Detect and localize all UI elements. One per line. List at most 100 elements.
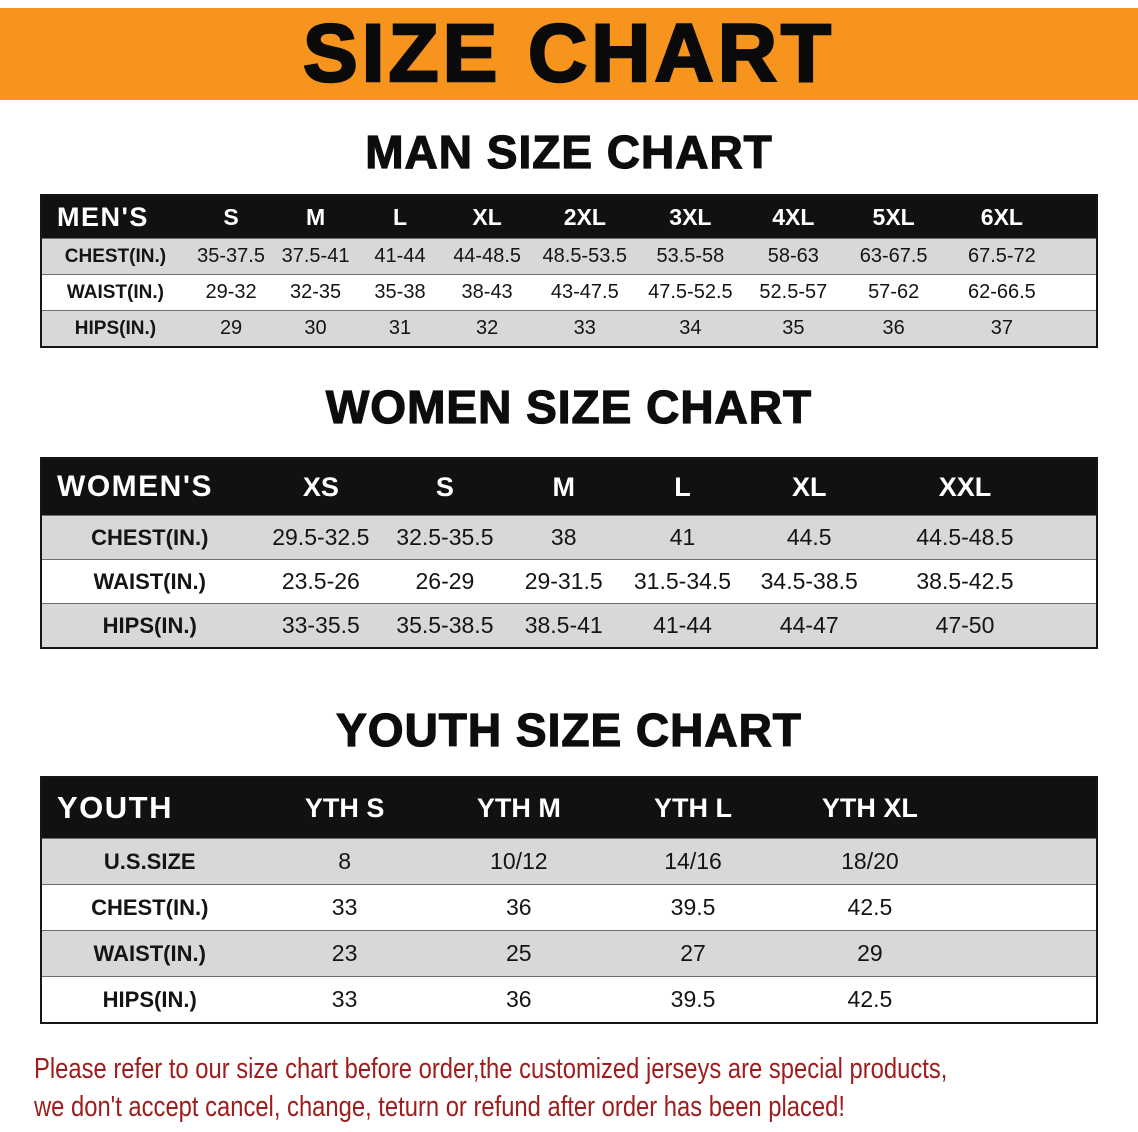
value-cell: 34 [679,317,702,339]
value-cell: 43-47.5 [550,281,619,303]
banner: SIZE CHART [0,8,1138,100]
value-cell: 33-35.5 [281,612,360,638]
value-cell: 33 [573,317,596,339]
row-filler [960,885,1097,931]
column-header: L [357,195,443,239]
value-cell: 35-38 [374,281,426,303]
value-cell: 29.5-32.5 [272,524,370,550]
value-cell: 41-44 [374,245,426,267]
column-header: M [505,458,622,516]
header-filler [959,777,1097,839]
value-cell: 57-62 [868,281,920,303]
row-filler [960,977,1097,1024]
value-cell: 32 [475,317,499,339]
value-cell: 38-43 [461,281,513,303]
table-row: U.S.SIZE 8 10/12 14/16 18/20 [41,838,1097,885]
value-cell: 37 [990,317,1013,339]
table-row: HIPS(IN.) 29 30 31 32 33 34 35 36 37 [41,310,1097,348]
value-cell: 47.5-52.5 [648,281,733,303]
men-chart-heading: MAN SIZE CHART [365,126,773,178]
youth-size-section: YOUTH SIZE CHART YOUTH YTH S YTH M YTH L YTH… [0,704,1138,1024]
column-header: M [273,195,358,239]
row-label: HIPS(IN.) [74,317,157,339]
youth-size-table: YOUTH YTH S YTH M YTH L YTH XL U.S.SIZE 8 10/12… [40,776,1098,1024]
table-corner-label: WOMEN'S [41,458,258,516]
column-header: YTH XL [780,777,960,839]
table-corner-label: MEN'S [41,195,189,239]
value-cell: 37.5-41 [281,245,350,267]
youth-size-table-container: YOUTH YTH S YTH M YTH L YTH XL U.S.SIZE 8 10/12… [40,776,1098,1024]
row-label: WAIST(IN.) [93,568,206,594]
men-size-section: MAN SIZE CHART MEN'S S M L XL 2XL 3XL 4XL 5XL 6XL… [0,126,1138,348]
value-cell: 18/20 [841,848,899,874]
value-cell: 29-32 [205,281,257,303]
value-cell: 29 [219,317,243,339]
value-cell: 41 [669,524,696,550]
table-row: WAIST(IN.) 29-32 32-35 35-38 38-43 43-47.5 47.… [41,274,1097,311]
value-cell: 26-29 [415,568,475,594]
value-cell: 44.5-48.5 [916,524,1014,550]
women-size-section: WOMEN SIZE CHART WOMEN'S XS S M L XL XXL CHEST(… [0,381,1138,649]
value-cell: 35.5-38.5 [396,612,494,638]
value-cell: 63-67.5 [859,245,928,267]
value-cell: 41-44 [653,612,712,638]
value-cell: 31 [388,317,412,339]
value-cell: 42.5 [847,986,893,1012]
column-header: XL [743,458,876,516]
header-filler [1059,195,1097,239]
header-filler [1054,458,1097,516]
value-cell: 33 [331,894,358,920]
youth-chart-heading: YOUTH SIZE CHART [336,704,802,756]
row-label: CHEST(IN.) [91,524,209,550]
value-cell: 42.5 [847,894,893,920]
column-header: 3XL [637,195,744,239]
value-cell: 29 [857,940,883,966]
value-cell: 23.5-26 [281,568,360,594]
column-header: XL [442,195,532,239]
value-cell: 38 [550,524,577,550]
row-filler [1055,516,1097,560]
column-header: 5XL [843,195,944,239]
value-cell: 30 [304,317,327,339]
value-cell: 39.5 [670,894,716,920]
women-chart-heading: WOMEN SIZE CHART [325,381,813,433]
value-cell: 38.5-42.5 [916,568,1014,594]
row-label: CHEST(IN.) [64,245,167,267]
column-header: YTH L [605,777,781,839]
value-cell: 27 [680,940,706,966]
value-cell: 23 [331,940,358,966]
value-cell: 32-35 [289,281,342,303]
column-header: S [384,458,506,516]
column-header: YTH M [431,777,606,839]
table-row: WAIST(IN.) 23.5-26 26-29 29-31.5 31.5-34.5 34… [41,559,1097,604]
women-size-table-container: WOMEN'S XS S M L XL XXL CHEST(IN.) 29.5-32.5 32.5… [40,457,1098,649]
value-cell: 36 [506,986,532,1012]
row-filler [1060,275,1097,311]
value-cell: 44.5 [786,524,832,550]
men-size-table-container: MEN'S S M L XL 2XL 3XL 4XL 5XL 6XL CHEST(IN.) 35-37… [40,194,1098,348]
disclaimer-line-1: Please refer to our size chart before or… [34,1053,948,1085]
row-filler [1060,311,1097,348]
value-cell: 10/12 [490,848,548,874]
header-row: YOUTH YTH S YTH M YTH L YTH XL [41,777,1097,839]
value-cell: 39.5 [670,986,716,1012]
column-header: 4XL [743,195,844,239]
row-filler [1055,560,1097,604]
row-label: U.S.SIZE [103,848,196,874]
row-label: CHEST(IN.) [91,894,209,920]
row-label: HIPS(IN.) [102,986,197,1012]
column-header: XS [257,458,385,516]
value-cell: 8 [338,848,351,874]
disclaimer: Please refer to our size chart before or… [0,1050,1138,1126]
row-label: HIPS(IN.) [102,612,197,638]
column-header: L [621,458,744,516]
women-size-table: WOMEN'S XS S M L XL XXL CHEST(IN.) 29.5-32.5 32.5… [40,457,1098,649]
value-cell: 35 [782,317,805,339]
value-cell: 53.5-58 [656,245,725,267]
men-size-table: MEN'S S M L XL 2XL 3XL 4XL 5XL 6XL CHEST(IN.) 35-37… [40,194,1098,348]
table-row: HIPS(IN.) 33-35.5 35.5-38.5 38.5-41 41-44 44-… [41,603,1097,648]
row-filler [960,931,1097,977]
value-cell: 25 [506,940,532,966]
value-cell: 32.5-35.5 [396,524,494,550]
